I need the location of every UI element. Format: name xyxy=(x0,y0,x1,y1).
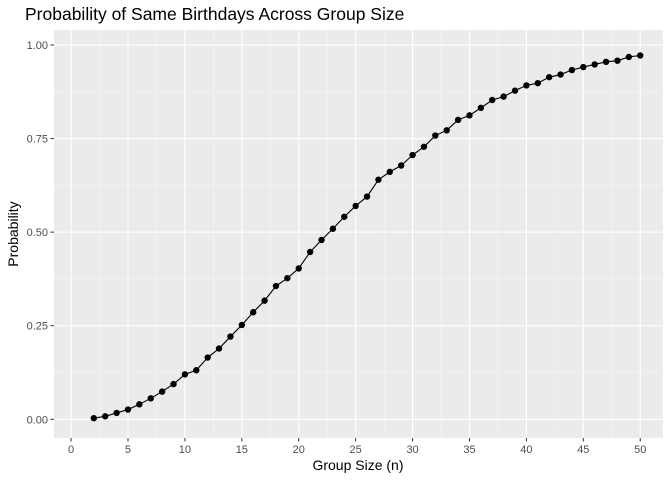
x-axis: 0 5 10 15 20 25 30 35 40 45 50 xyxy=(68,438,646,456)
y-tick-label: 0.50 xyxy=(27,227,48,239)
data-point xyxy=(614,57,621,64)
y-axis: 0.00 0.25 0.50 0.75 1.00 xyxy=(27,40,54,426)
data-point xyxy=(193,367,200,374)
series-points-layer xyxy=(90,52,644,422)
x-tick-label: 10 xyxy=(179,444,191,456)
data-point xyxy=(329,225,337,232)
data-point xyxy=(557,71,564,78)
data-point xyxy=(466,112,473,119)
y-tick-label: 0.75 xyxy=(27,134,48,146)
data-point xyxy=(306,248,314,256)
x-tick-label: 5 xyxy=(125,444,131,456)
data-point xyxy=(454,116,462,124)
data-point xyxy=(90,414,98,422)
data-point xyxy=(318,236,325,244)
data-point xyxy=(261,297,268,304)
data-point xyxy=(375,176,382,183)
data-point xyxy=(432,132,439,139)
data-point xyxy=(204,354,211,361)
data-point xyxy=(477,104,485,112)
grid-lines xyxy=(54,30,663,438)
x-tick-label: 45 xyxy=(577,444,589,456)
x-tick-label: 20 xyxy=(293,444,305,456)
data-point xyxy=(409,151,416,159)
data-point xyxy=(158,388,166,395)
data-point xyxy=(591,61,598,68)
data-point xyxy=(113,409,120,417)
data-point xyxy=(534,79,541,87)
x-tick-label: 40 xyxy=(520,444,532,456)
data-point xyxy=(238,321,246,329)
data-point xyxy=(420,143,428,150)
data-point xyxy=(545,73,553,81)
data-point xyxy=(580,63,587,71)
data-point xyxy=(250,309,257,316)
x-tick-label: 30 xyxy=(406,444,418,456)
data-point xyxy=(147,395,154,402)
y-tick-label: 1.00 xyxy=(27,40,48,52)
data-point xyxy=(170,380,177,388)
data-point xyxy=(124,406,132,413)
x-tick-label: 15 xyxy=(236,444,248,456)
y-tick-label: 0.00 xyxy=(27,414,48,426)
x-tick-label: 25 xyxy=(350,444,362,456)
data-point xyxy=(443,127,450,134)
data-point xyxy=(181,371,189,378)
data-point xyxy=(500,93,507,100)
data-point xyxy=(295,265,302,272)
chart-title: Probability of Same Birthdays Across Gro… xyxy=(25,4,405,24)
x-tick-label: 0 xyxy=(68,444,74,456)
data-point xyxy=(272,282,280,290)
data-point xyxy=(102,413,109,420)
data-point xyxy=(637,52,644,59)
x-axis-title: Group Size (n) xyxy=(312,457,403,473)
data-point xyxy=(489,96,496,104)
data-point xyxy=(602,58,610,66)
data-point xyxy=(215,345,223,352)
data-point xyxy=(227,333,234,340)
data-point xyxy=(386,168,394,176)
data-point xyxy=(625,53,633,61)
data-point xyxy=(397,162,405,169)
data-point xyxy=(511,87,519,94)
y-tick-label: 0.25 xyxy=(27,321,48,333)
y-axis-title: Probability xyxy=(5,201,21,266)
data-point xyxy=(352,202,359,210)
plot-panel xyxy=(54,30,663,438)
data-point xyxy=(136,401,143,408)
data-point xyxy=(568,66,576,74)
x-tick-label: 50 xyxy=(634,444,646,456)
data-point xyxy=(523,82,530,89)
x-tick-label: 35 xyxy=(463,444,475,456)
data-point xyxy=(341,213,348,220)
data-point xyxy=(284,274,291,282)
data-point xyxy=(363,193,371,200)
